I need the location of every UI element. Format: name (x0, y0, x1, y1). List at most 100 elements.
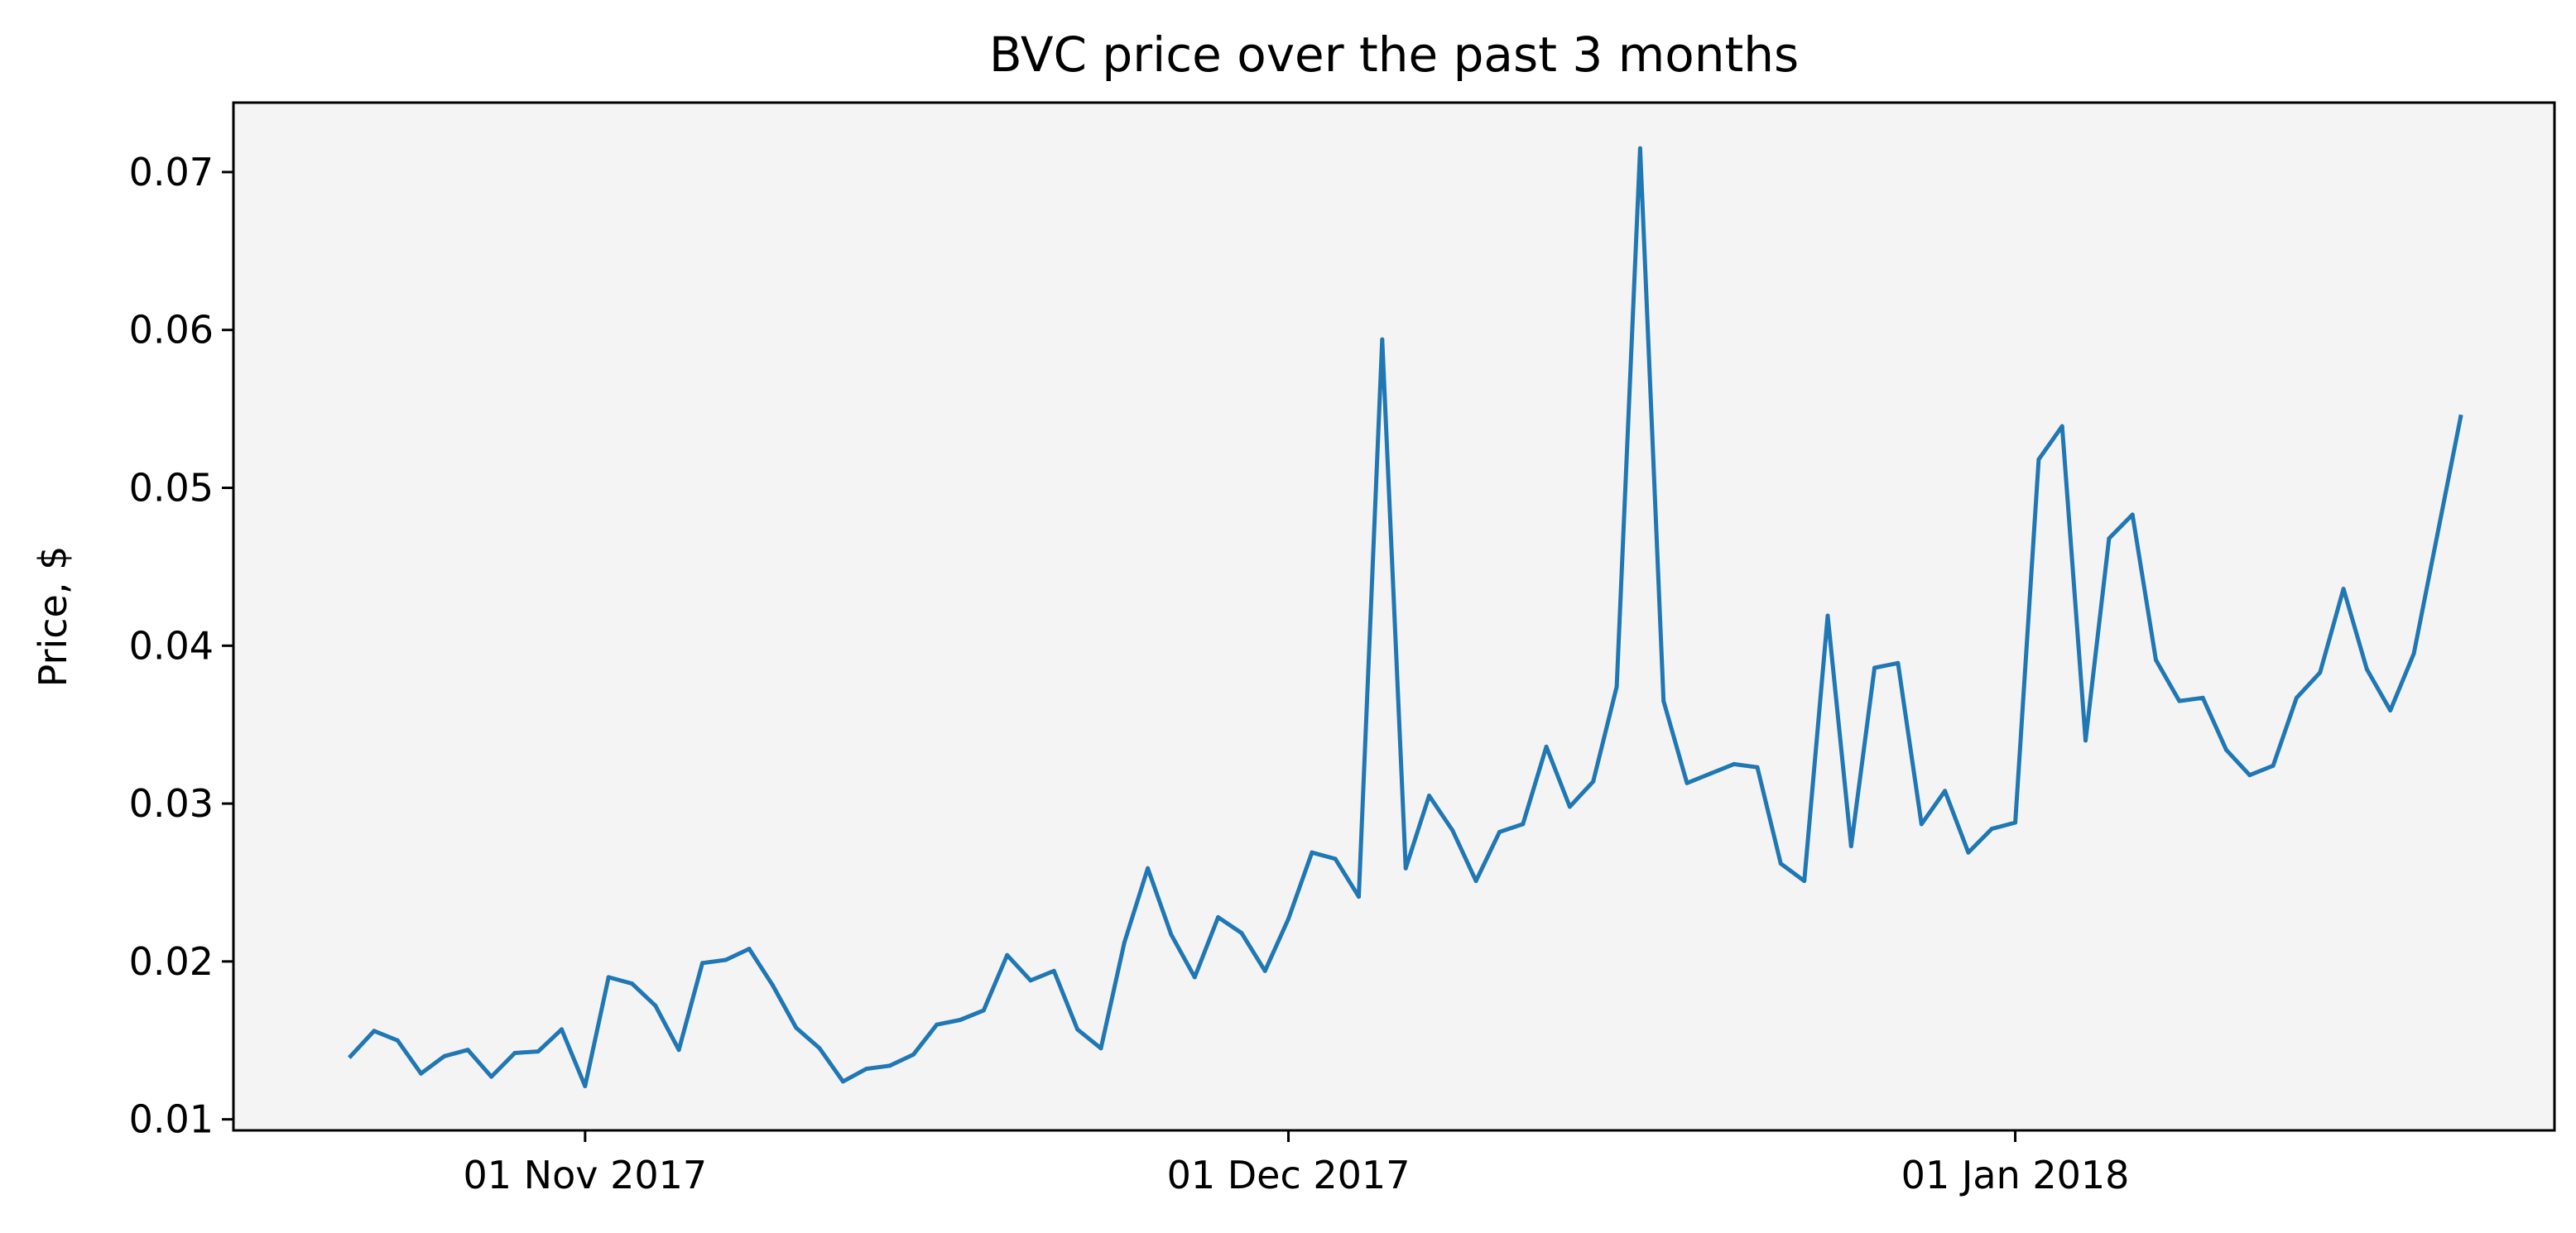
data-point (1357, 895, 1361, 900)
data-point (536, 1049, 541, 1054)
data-point (583, 1084, 588, 1089)
data-point (419, 1071, 424, 1076)
data-point (1966, 850, 1971, 855)
data-point (864, 1067, 869, 1072)
data-point (2411, 651, 2416, 656)
data-point (1755, 765, 1760, 770)
y-axis: 0.01 0.02 0.03 0.04 0.05 0.06 0.07 (129, 150, 233, 1142)
data-point (489, 1074, 494, 1079)
y-tick-label: 0.04 (129, 623, 214, 668)
data-point (2154, 658, 2158, 662)
data-point (2247, 773, 2252, 778)
data-point (1614, 684, 1619, 689)
data-point (1192, 975, 1197, 980)
data-point (1098, 1046, 1103, 1051)
data-point (1051, 968, 1056, 973)
data-point (700, 961, 704, 966)
data-point (911, 1052, 916, 1057)
data-point (2224, 747, 2228, 752)
data-point (1919, 822, 1924, 827)
x-tick-label: 01 Dec 2017 (1167, 1153, 1411, 1197)
data-point (887, 1063, 892, 1068)
data-point (1732, 761, 1737, 766)
data-point (1028, 978, 1033, 983)
data-point (512, 1051, 517, 1055)
plot-frame (232, 101, 2556, 1132)
data-point (794, 1025, 799, 1030)
data-point (2364, 667, 2369, 672)
data-point (1896, 660, 1901, 665)
data-point (676, 1048, 681, 1053)
y-tick-label: 0.03 (129, 781, 214, 826)
data-point (1872, 665, 1877, 670)
data-point (1403, 866, 1408, 871)
y-axis-label: Price, $ (31, 546, 75, 688)
data-point (465, 1048, 470, 1053)
data-point (1216, 914, 1221, 919)
y-tick-label: 0.07 (129, 150, 214, 194)
data-point (2107, 536, 2112, 541)
data-point (723, 957, 728, 962)
data-point (2036, 457, 2041, 462)
data-point (2434, 533, 2439, 538)
data-point (1825, 613, 1830, 618)
y-tick-label: 0.06 (129, 308, 214, 353)
data-point (2458, 415, 2463, 420)
data-point (981, 1008, 986, 1013)
data-point (1708, 771, 1713, 776)
data-point (372, 1029, 377, 1034)
data-point (348, 1053, 353, 1058)
data-point (1473, 879, 1478, 884)
data-point (1567, 804, 1572, 809)
data-point (1661, 698, 1666, 703)
y-tick-label: 0.01 (129, 1097, 214, 1142)
data-point (1169, 932, 1174, 937)
data-point (1380, 337, 1385, 342)
data-point (747, 947, 752, 952)
data-point (840, 1079, 845, 1084)
data-point (1544, 744, 1549, 749)
data-point (2341, 587, 2346, 592)
data-points (348, 146, 2463, 1089)
data-point (1427, 794, 1431, 798)
data-point (1286, 916, 1290, 921)
data-point (2083, 738, 2088, 743)
y-tick-label: 0.05 (129, 466, 214, 511)
data-point (2130, 512, 2135, 517)
data-point (2318, 670, 2323, 675)
data-point (935, 1022, 940, 1027)
data-point (2271, 763, 2276, 768)
data-point (630, 981, 634, 986)
data-point (653, 1003, 658, 1008)
data-point (958, 1018, 963, 1022)
data-point (2013, 820, 2018, 825)
data-point (1122, 940, 1127, 945)
x-axis: 01 Nov 2017 01 Dec 2017 01 Jan 2018 (464, 1130, 2130, 1197)
data-point (1521, 822, 1526, 827)
data-point (770, 983, 775, 987)
data-point (1848, 844, 1853, 849)
data-point (1310, 850, 1314, 855)
y-tick-label: 0.02 (129, 939, 214, 984)
chart-title: BVC price over the past 3 months (989, 26, 1799, 83)
data-point (606, 975, 611, 980)
data-point (1989, 827, 1994, 832)
data-point (1802, 879, 1807, 884)
data-point (2388, 708, 2393, 712)
x-tick-label: 01 Jan 2018 (1901, 1153, 2130, 1197)
data-point (2177, 698, 2182, 703)
data-point (1075, 1027, 1080, 1032)
data-point (442, 1053, 447, 1058)
data-point (1005, 952, 1010, 957)
data-point (1239, 931, 1244, 935)
data-point (2059, 424, 2064, 429)
data-point (395, 1038, 400, 1043)
data-point (560, 1027, 564, 1032)
data-point (2294, 695, 2299, 700)
data-point (1262, 968, 1267, 973)
data-point (2200, 695, 2205, 700)
data-point (1943, 789, 1948, 794)
data-point (1333, 856, 1338, 861)
data-point (1637, 146, 1642, 151)
